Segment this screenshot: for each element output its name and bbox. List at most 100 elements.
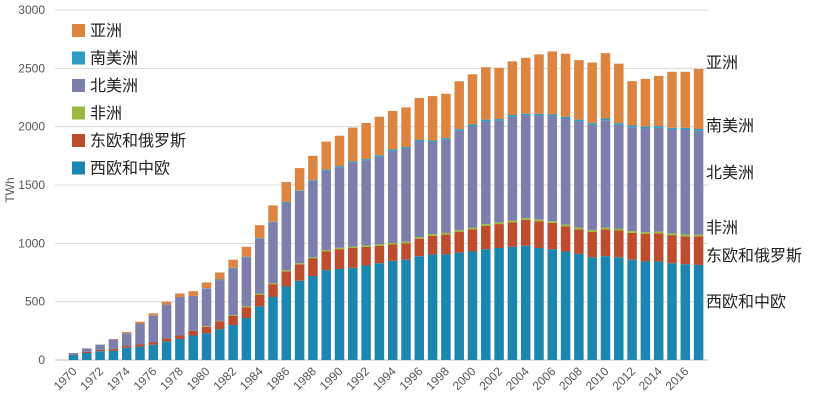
bar-segment xyxy=(560,224,571,227)
bar-segment xyxy=(667,127,677,130)
bar-segment xyxy=(175,339,185,360)
bar-segment xyxy=(201,326,212,334)
x-tick-label: 2006 xyxy=(530,364,559,393)
bar-segment xyxy=(414,256,425,360)
legend-swatch xyxy=(72,51,85,65)
bar-segment xyxy=(161,338,172,342)
bar-segment xyxy=(427,140,438,142)
x-tick-label: 1980 xyxy=(184,364,213,393)
bar-segment xyxy=(587,124,597,230)
bar-segment xyxy=(308,276,318,360)
bar-segment xyxy=(494,67,504,120)
bar-segment xyxy=(95,349,105,352)
bar-segment xyxy=(201,282,212,289)
bar-segment xyxy=(520,115,531,219)
bar-segment xyxy=(374,245,385,264)
bar-segment xyxy=(241,318,252,360)
bar-segment xyxy=(254,293,265,295)
bar-segment xyxy=(640,234,651,262)
bar-segment xyxy=(507,222,518,247)
x-tick-label: 1994 xyxy=(370,364,399,393)
bar-segment xyxy=(587,229,597,232)
bar-segment xyxy=(520,220,531,246)
bar-segment xyxy=(268,284,278,297)
x-axis-ticks: 1970197219741976197819801982198419861988… xyxy=(51,364,692,393)
bar-segment xyxy=(387,244,398,261)
bar-segment xyxy=(627,259,637,360)
bar-segment xyxy=(587,62,597,124)
bar-segment xyxy=(401,241,411,244)
bar-segment xyxy=(175,335,185,339)
bar-segment xyxy=(600,227,611,230)
bar-segment xyxy=(135,321,145,324)
bar-segment xyxy=(321,169,331,171)
bar-segment xyxy=(653,126,664,128)
bar-segment xyxy=(268,222,278,283)
bar-segment xyxy=(454,229,464,232)
bar-segment xyxy=(507,220,518,223)
bar-segment xyxy=(614,257,624,360)
bar-segment xyxy=(82,348,92,352)
legend-label: 东欧和俄罗斯 xyxy=(90,131,186,150)
series-end-label: 非洲 xyxy=(706,218,738,237)
bar-segment xyxy=(148,313,159,316)
bar-segment xyxy=(520,113,531,116)
x-tick-label: 2016 xyxy=(663,364,692,393)
y-tick-label: 500 xyxy=(25,295,45,309)
bar-segment xyxy=(95,344,105,350)
bar-segment xyxy=(401,243,411,260)
bar-segment xyxy=(281,202,292,271)
bar-segment xyxy=(574,60,584,120)
y-tick-label: 1500 xyxy=(18,178,45,192)
bar-segment xyxy=(268,221,278,223)
bar-segment xyxy=(560,53,571,117)
bar-segment xyxy=(507,61,518,115)
bar-segment xyxy=(82,353,92,360)
series-end-label: 南美洲 xyxy=(706,116,754,135)
bar-segment xyxy=(667,233,677,236)
bar-segment xyxy=(414,237,425,239)
bar-segment xyxy=(627,81,637,126)
bar-segment xyxy=(507,116,518,221)
bar-segment xyxy=(308,180,318,182)
x-tick-label: 2008 xyxy=(556,364,585,393)
x-tick-label: 1970 xyxy=(51,364,80,393)
series-end-label: 北美洲 xyxy=(706,163,754,182)
x-tick-label: 2012 xyxy=(609,364,638,393)
x-tick-label: 1998 xyxy=(423,364,452,393)
y-axis-ticks: 0 500 1000 1500 2000 2500 3000 xyxy=(18,3,45,367)
bar-segment xyxy=(441,139,451,233)
bar-segment xyxy=(254,225,265,239)
bar-segment xyxy=(361,159,371,161)
bar-segment xyxy=(454,81,464,130)
bar-segment xyxy=(175,293,185,297)
bar-segment xyxy=(108,339,119,340)
bar-segment xyxy=(481,224,491,226)
bar-segment xyxy=(574,119,584,122)
bar-segment xyxy=(215,321,225,330)
bar-segment xyxy=(574,253,584,360)
bar-segment xyxy=(640,128,651,233)
legend-label: 北美洲 xyxy=(90,76,138,95)
series-end-label: 东欧和俄罗斯 xyxy=(706,246,802,265)
bar-segment xyxy=(481,121,491,225)
bar-segment xyxy=(294,168,305,191)
bar-segment xyxy=(653,233,664,262)
bar-segment xyxy=(161,341,172,360)
bar-segment xyxy=(467,126,478,228)
bar-segment xyxy=(228,325,238,360)
bar-segment xyxy=(175,297,185,336)
y-axis-title: TWh xyxy=(3,177,17,202)
bar-segment xyxy=(321,270,331,360)
bar-segment xyxy=(600,229,611,257)
bar-segment xyxy=(361,122,371,160)
bar-segment xyxy=(534,54,544,114)
bar-segment xyxy=(401,147,411,149)
bar-segment xyxy=(68,354,79,355)
bar-segment xyxy=(441,138,451,140)
bar-segment xyxy=(241,256,252,258)
bar-segment xyxy=(667,235,677,264)
bar-segment xyxy=(294,190,305,264)
bars-group xyxy=(68,51,704,360)
